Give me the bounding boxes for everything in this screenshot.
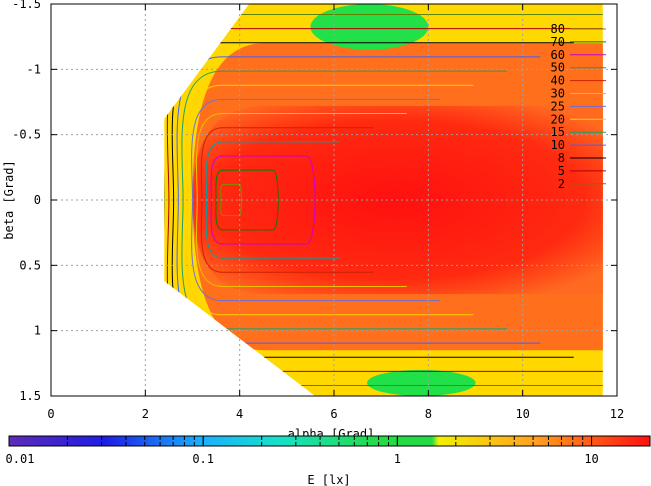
contour-line-80: [220, 183, 242, 217]
legend-label-20: 20: [551, 112, 565, 126]
legend-label-10: 10: [551, 138, 565, 152]
y-tick-label: -0.5: [12, 128, 41, 142]
colorbar-tick-label: 1: [394, 452, 401, 466]
legend-label-5: 5: [558, 164, 565, 178]
x-tick-label: 12: [610, 407, 624, 421]
contour-line-60: [210, 155, 316, 245]
legend-label-70: 70: [551, 35, 565, 49]
y-tick-label: 0: [34, 193, 41, 207]
colorbar-tick-label: 0.1: [192, 452, 214, 466]
legend-label-50: 50: [551, 61, 565, 75]
y-tick-label: 1.5: [19, 389, 41, 403]
legend-label-40: 40: [551, 74, 565, 88]
x-tick-label: 4: [236, 407, 243, 421]
legend-label-30: 30: [551, 87, 565, 101]
grid: [51, 4, 617, 396]
x-tick-label: 0: [47, 407, 54, 421]
y-tick-label: -1.5: [12, 0, 41, 11]
x-tick-label: 2: [142, 407, 149, 421]
y-axis-label: beta [Grad]: [2, 160, 16, 239]
heatmap-field: [164, 4, 603, 396]
field-region-green-4: [367, 369, 476, 396]
colorbar-ticks: 0.01 0.1 1 10: [6, 436, 651, 466]
legend-label-80: 80: [551, 22, 565, 36]
contour-line-70: [215, 169, 279, 231]
colorbar-tick-label: 10: [584, 452, 598, 466]
legend-label-15: 15: [551, 125, 565, 139]
x-tick-label: 6: [330, 407, 337, 421]
legend-label-8: 8: [558, 151, 565, 165]
y-tick-label: 1: [34, 324, 41, 338]
legend-label-60: 60: [551, 48, 565, 62]
legend-label-2: 2: [558, 177, 565, 191]
y-tick-label: 0.5: [19, 258, 41, 272]
x-tick-label: 8: [425, 407, 432, 421]
colorbar: [8, 435, 651, 447]
colorbar-label: E [lx]: [307, 473, 350, 486]
y-tick-label: -1: [27, 62, 41, 76]
legend-label-25: 25: [551, 99, 565, 113]
colorbar-tick-label: 0.01: [6, 452, 35, 466]
x-tick-label: 10: [515, 407, 529, 421]
field-region-green-3: [310, 4, 429, 50]
axis-ticks: 0 2 4 6 8 10 12-1.5-1-0.500.511.5: [12, 0, 624, 421]
